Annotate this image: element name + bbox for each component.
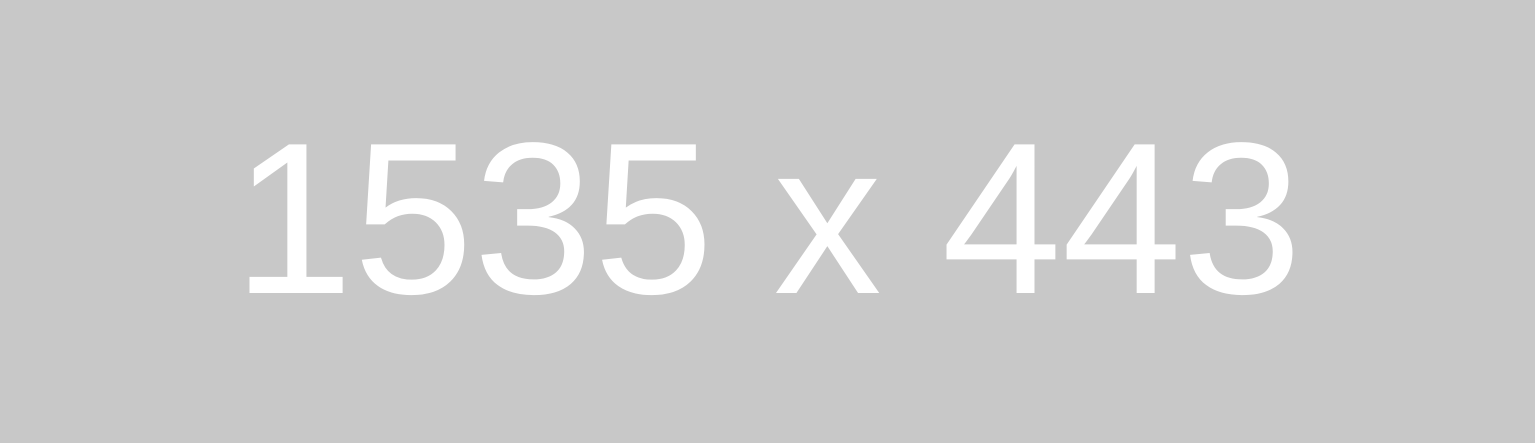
placeholder-dimensions-label: 1535 x 443	[233, 96, 1302, 339]
